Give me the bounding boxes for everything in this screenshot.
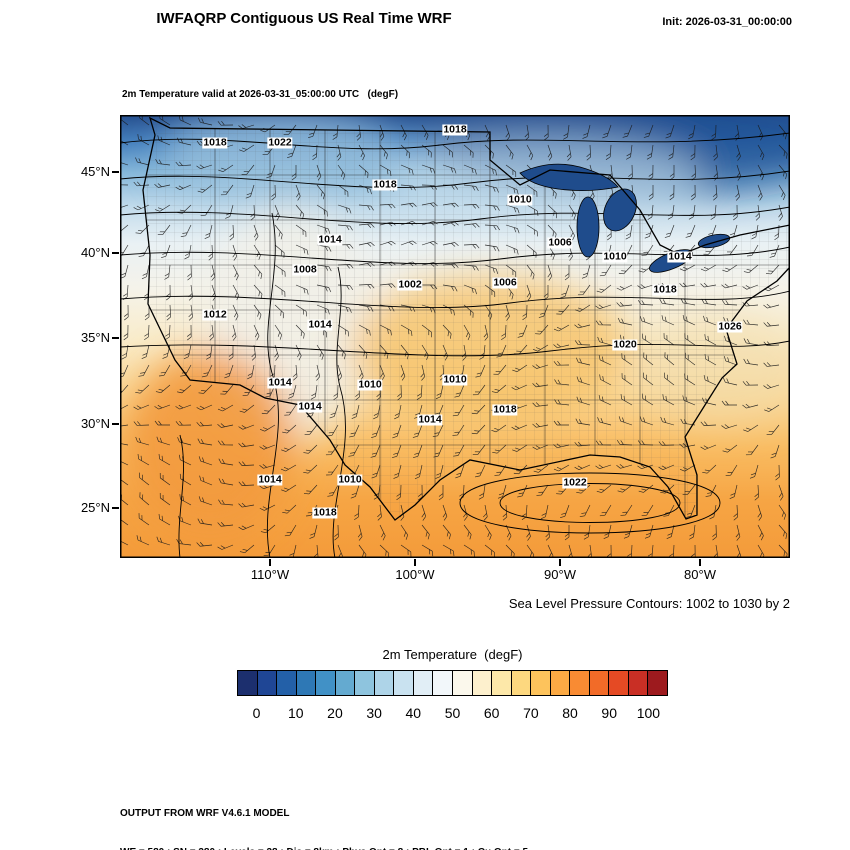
contour-note: Sea Level Pressure Contours: 1002 to 103… xyxy=(508,596,790,611)
pressure-contour-label: 1026 xyxy=(717,320,743,333)
colorbar-swatch xyxy=(589,671,610,695)
colorbar-swatch xyxy=(531,671,551,695)
pressure-contours xyxy=(120,132,790,558)
field-line-temperature: 2m Temperature valid at 2026-03-31_05:00… xyxy=(122,89,399,100)
colorbar-swatch xyxy=(511,671,532,695)
colorbar-tick-label: 40 xyxy=(405,705,422,721)
pressure-contour-label: 1006 xyxy=(492,276,518,289)
colorbar-swatch xyxy=(628,671,649,695)
colorbar-swatch xyxy=(433,671,454,695)
map-plot: 1018 1022 1018 1018 1010 1014 1006 1010 1014 1008… xyxy=(120,115,790,558)
model-info: OUTPUT FROM WRF V4.6.1 MODEL WE = 580 ; … xyxy=(120,781,528,850)
colorbar-swatch xyxy=(394,671,414,695)
pressure-contour-label: 1014 xyxy=(317,233,343,246)
y-axis-tick-label: 40°N xyxy=(80,245,110,260)
colorbar-swatch xyxy=(374,671,395,695)
pressure-contour-label: 1002 xyxy=(397,278,423,291)
colorbar-tick-label: 10 xyxy=(287,705,304,721)
colorbar-swatch xyxy=(238,671,258,695)
pressure-contour-label: 1014 xyxy=(667,250,693,263)
pressure-contour-label: 1018 xyxy=(492,403,518,416)
x-axis-tick xyxy=(414,559,416,566)
colorbar-tick-label: 80 xyxy=(562,705,578,721)
x-axis-tick-label: 100°W xyxy=(395,567,435,582)
y-axis-tick xyxy=(112,507,119,509)
y-axis-tick xyxy=(112,171,119,173)
x-axis-tick-label: 110°W xyxy=(250,567,290,582)
colorbar-tick-label: 0 xyxy=(252,705,261,721)
pressure-contour-label: 1022 xyxy=(267,136,293,149)
y-axis-tick-label: 45°N xyxy=(80,164,110,179)
y-axis-tick xyxy=(112,337,119,339)
pressure-contour-label: 1020 xyxy=(612,338,638,351)
colorbar-tick-label: 60 xyxy=(483,705,500,721)
colorbar-swatch xyxy=(550,671,571,695)
colorbar-tick-label: 70 xyxy=(523,705,539,721)
colorbar-tick-label: 100 xyxy=(636,705,661,721)
y-axis-tick-label: 35°N xyxy=(80,330,110,345)
colorbar-swatch xyxy=(316,671,336,695)
pressure-contour-label: 1014 xyxy=(257,473,283,486)
x-axis-tick xyxy=(559,559,561,566)
colorbar-swatch xyxy=(472,671,493,695)
colorbar-swatch xyxy=(296,671,317,695)
colorbar-swatch xyxy=(257,671,278,695)
us-outline xyxy=(142,116,790,521)
y-axis-tick-label: 25°N xyxy=(80,500,110,515)
colorbar-swatch xyxy=(335,671,356,695)
pressure-contour-label: 1010 xyxy=(357,378,383,391)
y-axis-tick-label: 30°N xyxy=(80,416,110,431)
pressure-contour-label: 1018 xyxy=(442,123,468,136)
pressure-contour-label: 1010 xyxy=(442,373,468,386)
pressure-contour-label: 1014 xyxy=(297,400,323,413)
pressure-contour-label: 1010 xyxy=(337,473,363,486)
model-info-line2: WE = 580 ; SN = 380 ; Levels = 38 ; Dis … xyxy=(120,846,528,850)
pressure-contour-label: 1008 xyxy=(292,263,318,276)
colorbar-swatch xyxy=(453,671,473,695)
us-weather-map xyxy=(120,115,790,558)
colorbar-tick-label: 20 xyxy=(327,705,343,721)
colorbar-swatch xyxy=(648,671,668,695)
pressure-contour-label: 1014 xyxy=(417,413,443,426)
pressure-contour-label: 1018 xyxy=(372,178,398,191)
pressure-contour-label: 1018 xyxy=(202,136,228,149)
x-axis-tick xyxy=(269,559,271,566)
x-axis-tick-label: 80°W xyxy=(684,567,716,582)
pressure-contour-label: 1022 xyxy=(562,476,588,489)
colorbar-swatch xyxy=(609,671,629,695)
pressure-contour-label: 1014 xyxy=(307,318,333,331)
plot-frame xyxy=(120,115,790,558)
state-borders xyxy=(143,118,790,520)
colorbar-tick-label: 50 xyxy=(444,705,461,721)
init-timestamp: Init: 2026-03-31_00:00:00 xyxy=(662,16,792,28)
colorbar-tick-label: 30 xyxy=(366,705,382,721)
pressure-contour-label: 1014 xyxy=(267,376,293,389)
colorbar-tick-label: 90 xyxy=(601,705,618,721)
pressure-contour-label: 1010 xyxy=(507,193,533,206)
x-axis-tick xyxy=(699,559,701,566)
colorbar-swatch xyxy=(492,671,512,695)
pressure-contour-label: 1018 xyxy=(652,283,678,296)
model-info-line1: OUTPUT FROM WRF V4.6.1 MODEL xyxy=(120,808,290,819)
pressure-contour-label: 1006 xyxy=(547,236,573,249)
colorbar xyxy=(237,670,668,696)
colorbar-swatch xyxy=(277,671,297,695)
colorbar-swatch xyxy=(570,671,590,695)
x-axis-tick-label: 90°W xyxy=(544,567,576,582)
great-lakes xyxy=(519,163,731,273)
pressure-contour-label: 1012 xyxy=(202,308,228,321)
colorbar-ticks: 0 10 20 30 40 50 60 70 80 90 100 xyxy=(237,705,668,725)
y-axis-tick xyxy=(112,423,119,425)
pressure-contour-label: 1018 xyxy=(312,506,338,519)
y-axis-tick xyxy=(112,252,119,254)
colorbar-swatch xyxy=(355,671,375,695)
colorbar-title: 2m Temperature (degF) xyxy=(382,647,523,662)
pressure-contour-label: 1010 xyxy=(602,250,628,263)
page-title: IWFAQRP Contiguous US Real Time WRF xyxy=(156,10,452,27)
colorbar-swatch xyxy=(413,671,434,695)
